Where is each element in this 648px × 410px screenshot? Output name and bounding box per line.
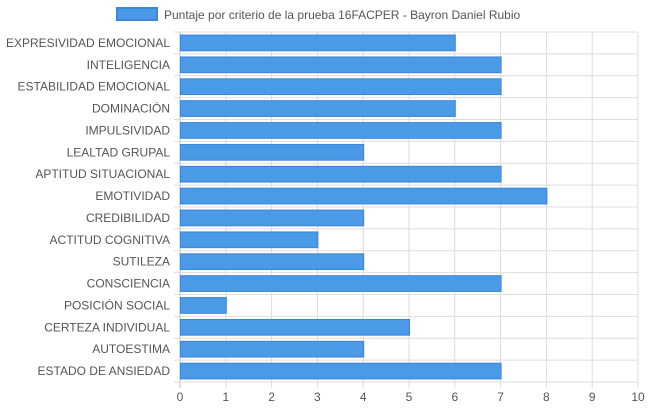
category-label: LEALTAD GRUPAL bbox=[67, 145, 171, 159]
category-label: CERTEZA INDIVIDUAL bbox=[44, 320, 170, 334]
x-tick-label: 4 bbox=[360, 390, 367, 404]
x-tick-label: 5 bbox=[406, 390, 413, 404]
x-tick-label: 6 bbox=[451, 390, 458, 404]
bar[interactable] bbox=[180, 297, 227, 314]
bar[interactable] bbox=[180, 209, 365, 227]
legend[interactable]: Puntaje por criterio de la prueba 16FACP… bbox=[116, 7, 521, 22]
x-tick-label: 10 bbox=[631, 390, 645, 404]
category-label: ESTADO DE ANSIEDAD bbox=[38, 364, 171, 378]
bar[interactable] bbox=[180, 275, 502, 292]
bar[interactable] bbox=[180, 143, 365, 161]
x-tick-label: 3 bbox=[314, 390, 321, 404]
category-label: CREDIBILIDAD bbox=[86, 211, 170, 225]
x-tick-label: 0 bbox=[177, 390, 184, 404]
category-label: ACTITUD COGNITIVA bbox=[50, 233, 170, 247]
x-tick-label: 8 bbox=[543, 390, 550, 404]
bar[interactable] bbox=[180, 100, 456, 117]
x-tick-label: 7 bbox=[497, 390, 504, 404]
x-tick-label: 9 bbox=[589, 390, 596, 404]
bars bbox=[180, 34, 548, 380]
x-tick-labels: 0 1 2 3 4 5 6 7 8 9 10 bbox=[177, 390, 645, 404]
x-tick-label: 2 bbox=[268, 390, 275, 404]
legend-label: Puntaje por criterio de la prueba 16FACP… bbox=[164, 8, 521, 22]
category-labels: EXPRESIVIDAD EMOCIONAL INTELIGENCIA ESTABI… bbox=[6, 36, 170, 378]
bar[interactable] bbox=[180, 340, 365, 358]
x-tick-label: 1 bbox=[222, 390, 229, 404]
bar[interactable] bbox=[180, 318, 410, 336]
bar[interactable] bbox=[180, 362, 502, 380]
category-label: AUTOESTIMA bbox=[92, 342, 170, 356]
bar[interactable] bbox=[180, 78, 502, 96]
category-label: INTELIGENCIA bbox=[87, 58, 170, 72]
legend-swatch bbox=[116, 7, 158, 21]
category-label: POSICIÓN SOCIAL bbox=[64, 297, 170, 312]
bar[interactable] bbox=[180, 187, 548, 205]
category-label: ESTABILIDAD EMOCIONAL bbox=[18, 80, 171, 94]
category-label: EMOTIVIDAD bbox=[95, 189, 170, 203]
bar[interactable] bbox=[180, 253, 365, 271]
bar[interactable] bbox=[180, 231, 319, 249]
category-label: SUTILEZA bbox=[113, 255, 170, 269]
bar[interactable] bbox=[180, 122, 502, 139]
category-label: CONSCIENCIA bbox=[87, 277, 170, 291]
bar[interactable] bbox=[180, 56, 502, 74]
category-label: IMPULSIVIDAD bbox=[85, 123, 170, 137]
category-label: APTITUD SITUACIONAL bbox=[35, 167, 170, 181]
category-label: DOMINACIÓN bbox=[92, 101, 170, 116]
bar[interactable] bbox=[180, 165, 502, 183]
category-label: EXPRESIVIDAD EMOCIONAL bbox=[6, 36, 170, 50]
bar[interactable] bbox=[180, 34, 456, 52]
